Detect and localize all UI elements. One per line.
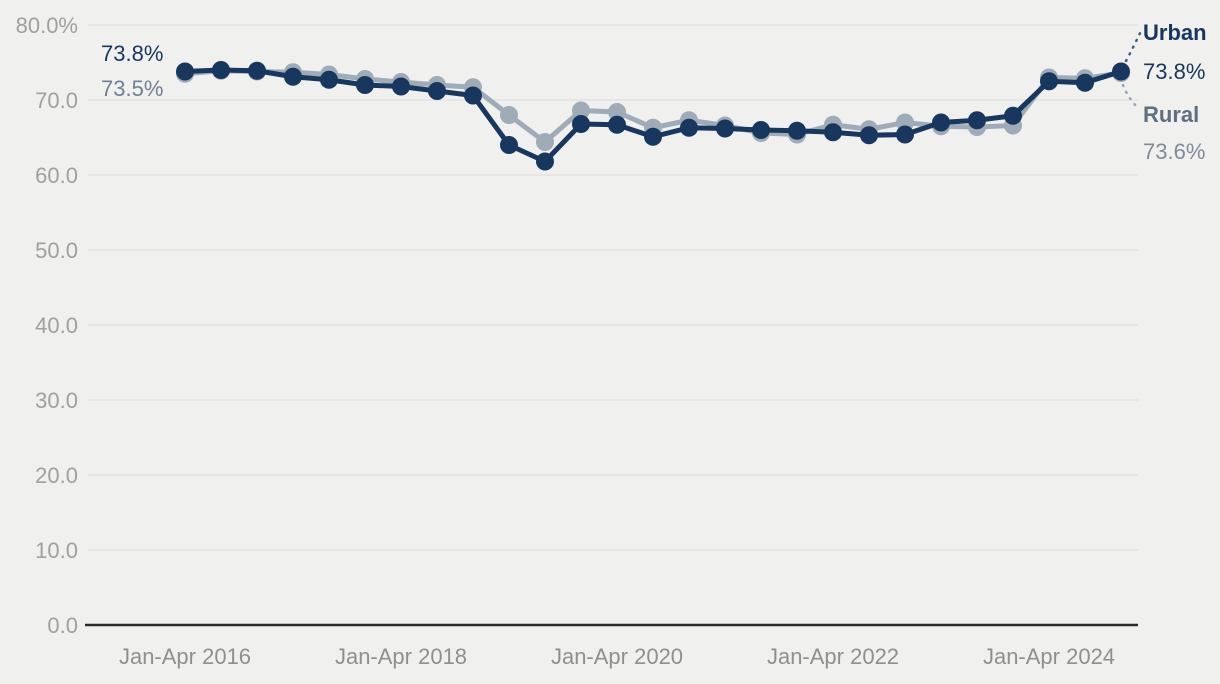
urban-point <box>1076 73 1094 92</box>
urban-point <box>464 86 482 105</box>
urban-point <box>788 121 806 140</box>
urban-point <box>752 121 770 139</box>
x-tick-label: Jan-Apr 2024 <box>983 644 1115 669</box>
urban-point <box>716 119 734 138</box>
urban-end-value: 73.8% <box>1143 59 1205 84</box>
x-tick-label: Jan-Apr 2020 <box>551 644 683 669</box>
urban-point <box>536 152 554 171</box>
urban-point <box>860 126 878 145</box>
y-tick-label: 60.0 <box>35 163 78 188</box>
gridlines <box>85 24 1138 627</box>
series-urban <box>176 61 1130 171</box>
urban-point <box>1040 72 1058 91</box>
leader-lines <box>1121 29 1143 110</box>
rural-leader-line <box>1121 83 1140 110</box>
urban-point <box>680 118 698 137</box>
y-axis-labels: 80.0% 70.0 60.0 50.0 40.0 30.0 20.0 10.0 0.0 <box>16 13 78 638</box>
urban-start-value: 73.8% <box>101 41 163 66</box>
y-tick-label: 50.0 <box>35 238 78 263</box>
rural-series-label: Rural <box>1143 102 1199 127</box>
y-tick-label: 40.0 <box>35 313 78 338</box>
urban-point <box>968 111 986 130</box>
urban-point <box>320 70 338 89</box>
rural-point <box>500 106 518 124</box>
rural-point <box>536 133 554 151</box>
rural-point <box>608 103 626 121</box>
urban-point <box>248 61 266 80</box>
y-tick-label: 30.0 <box>35 388 78 413</box>
annotations: 73.8% 73.5% Urban 73.8% Rural 73.6% <box>101 20 1207 164</box>
y-tick-label: 10.0 <box>35 538 78 563</box>
urban-series-label: Urban <box>1143 20 1207 45</box>
urban-point <box>1004 106 1022 125</box>
urban-point <box>896 125 914 144</box>
urban-point <box>1112 62 1130 81</box>
y-tick-label: 70.0 <box>35 88 78 113</box>
rural-end-value: 73.6% <box>1143 139 1205 164</box>
x-tick-label: Jan-Apr 2022 <box>767 644 899 669</box>
rural-start-value: 73.5% <box>101 76 163 101</box>
urban-point <box>644 127 662 146</box>
urban-point <box>392 77 410 96</box>
x-tick-label: Jan-Apr 2018 <box>335 644 467 669</box>
y-tick-label: 20.0 <box>35 463 78 488</box>
y-tick-label: 0.0 <box>47 613 78 638</box>
urban-point <box>608 115 626 134</box>
urban-point <box>824 123 842 142</box>
x-tick-label: Jan-Apr 2016 <box>119 644 251 669</box>
urban-point <box>284 67 302 86</box>
urban-point <box>428 82 446 100</box>
urban-point <box>176 62 194 81</box>
urban-point <box>500 136 518 154</box>
urban-point <box>212 61 230 79</box>
urban-point <box>932 113 950 132</box>
rural-point <box>572 101 590 120</box>
urban-leader-line <box>1124 29 1143 63</box>
x-axis-labels: Jan-Apr 2016 Jan-Apr 2018 Jan-Apr 2020 Jan-… <box>119 644 1115 669</box>
urban-point <box>572 115 590 133</box>
y-tick-label: 80.0% <box>16 13 78 38</box>
urban-point <box>356 76 374 94</box>
